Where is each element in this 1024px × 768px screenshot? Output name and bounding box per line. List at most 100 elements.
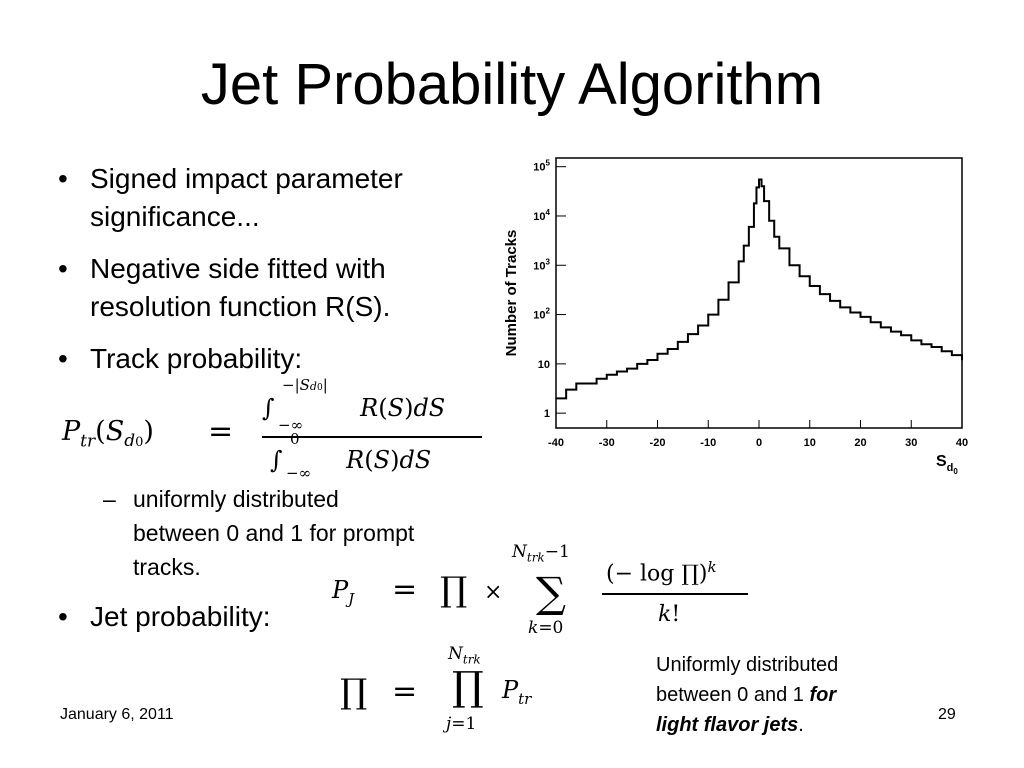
histogram-point (758, 178, 760, 181)
sub-bullet-line: uniformly distributed (133, 486, 339, 512)
x-tick-label: 40 (956, 437, 968, 449)
x-tick-label: -20 (650, 437, 666, 449)
y-tick-label: 105 (533, 159, 550, 174)
y-axis-label: Number of Tracks (503, 230, 520, 357)
equals-sign: = (208, 414, 234, 449)
histogram-point (763, 200, 765, 202)
histogram-series-line (556, 178, 963, 400)
histogram-point (697, 324, 699, 327)
note-line: Uniformly distributed (656, 654, 839, 676)
bullet-glyph: • (58, 253, 68, 284)
bullet-text: resolution function R(S). (90, 291, 391, 322)
histogram-point (760, 185, 763, 188)
histogram-point (961, 359, 963, 361)
histogram-point (565, 388, 567, 391)
y-tick-label: 1 (544, 408, 550, 420)
histogram-point (798, 275, 801, 278)
x-tick-label: 10 (804, 437, 816, 449)
equation-lhs: Ptr(Sd0) (62, 416, 154, 452)
histogram-point (646, 359, 649, 361)
histogram-point (677, 341, 679, 343)
ptr-symbol: Ptr (502, 676, 532, 708)
y-tick-label: 104 (533, 208, 550, 223)
times-symbol: × (484, 580, 503, 605)
slide-title: Jet Probability Algorithm (200, 52, 824, 117)
uniform-note: Uniformly distributed between 0 and 1 fo… (656, 650, 838, 740)
histogram-point (666, 348, 669, 350)
sub-bullet-line: tracks. (133, 554, 201, 580)
power-numerator: (− log ∏)k (606, 558, 717, 587)
y-tick-label: 103 (533, 257, 550, 272)
histogram-point (585, 382, 588, 385)
x-axis-label: Sd0 (936, 453, 958, 476)
histogram-point (605, 374, 608, 376)
note-text: between 0 and 1 (656, 684, 810, 706)
histogram-point (890, 330, 892, 333)
histogram-point (687, 333, 689, 335)
histogram-point (829, 300, 831, 302)
equals-sign: = (392, 572, 418, 607)
histogram-point (839, 306, 841, 309)
x-tick-label: -30 (599, 437, 615, 449)
footer-date: January 6, 2011 (60, 706, 174, 723)
x-tick-label: -10 (700, 437, 716, 449)
histogram-point (742, 244, 745, 247)
note-text: . (798, 714, 804, 736)
note-line: between 0 and 1 for (656, 680, 838, 710)
histogram-point (748, 226, 750, 228)
histogram-point (636, 363, 638, 365)
histogram-point (808, 285, 811, 287)
histogram-point (555, 397, 557, 400)
x-tick-label: 20 (854, 437, 866, 449)
equation-denominator: ∫ 0 −∞ R(S)dS (270, 430, 432, 482)
equation-numerator: ∫ −|Sd0| −∞ R(S)dS (262, 376, 446, 434)
histogram-point (910, 339, 913, 342)
factorial-denominator: k! (658, 602, 681, 627)
note-emphasis: light flavor jets (656, 714, 799, 736)
x-tick-label: 30 (905, 437, 917, 449)
histogram-point (755, 186, 758, 189)
note-emphasis: for (809, 684, 837, 706)
histogram-point (900, 334, 902, 337)
product-upper-limit: Ntrk (448, 644, 481, 667)
fraction-bar (262, 436, 482, 438)
histogram-point (616, 370, 618, 373)
series-group (555, 178, 963, 400)
track-histogram-chart: Number of Tracks Sd0 -40 -30 -20 -10 0 10 20 30… (498, 150, 983, 482)
histogram-point (626, 367, 628, 370)
bullet-text: Signed impact parameter (90, 163, 403, 194)
histogram-point (717, 298, 720, 301)
bullet-text: Jet probability: (90, 601, 271, 632)
y-tick-label: 102 (533, 307, 550, 322)
bullet-text: Negative side fitted with (90, 253, 386, 284)
histogram-point (737, 260, 740, 263)
product-lower-limit: j=1 (446, 714, 477, 734)
bullet-glyph: • (58, 601, 68, 632)
histogram-point (859, 316, 862, 318)
product-big-symbol: ∏ (452, 664, 484, 710)
note-line: light flavor jets. (656, 710, 838, 740)
bullet-text: Track probability: (90, 343, 303, 374)
page-number: 29 (938, 706, 956, 723)
histogram-point (788, 264, 791, 267)
histogram-point (595, 377, 598, 380)
histogram-point (753, 202, 755, 205)
sum-lower-limit: k=0 (528, 618, 564, 638)
sum-upper-limit: Ntrk−1 (512, 542, 570, 565)
x-tick-label: -40 (548, 437, 564, 449)
sub-bullet-line: between 0 and 1 for prompt (133, 520, 415, 546)
bullet-text: significance... (90, 201, 260, 232)
histogram-point (920, 343, 923, 346)
y-tick-label: 10 (538, 359, 550, 371)
histogram-point (707, 313, 710, 316)
histogram-point (849, 311, 852, 314)
x-tick-label: 0 (756, 437, 762, 449)
histogram-point (768, 219, 770, 222)
dash-glyph: – (103, 486, 116, 512)
bullet-glyph: • (58, 163, 68, 194)
histogram-point (819, 293, 821, 295)
histogram-point (880, 326, 882, 329)
histogram-point (575, 382, 578, 385)
chart-svg: Number of Tracks Sd0 -40 -30 -20 -10 0 10 20 30… (503, 157, 968, 476)
